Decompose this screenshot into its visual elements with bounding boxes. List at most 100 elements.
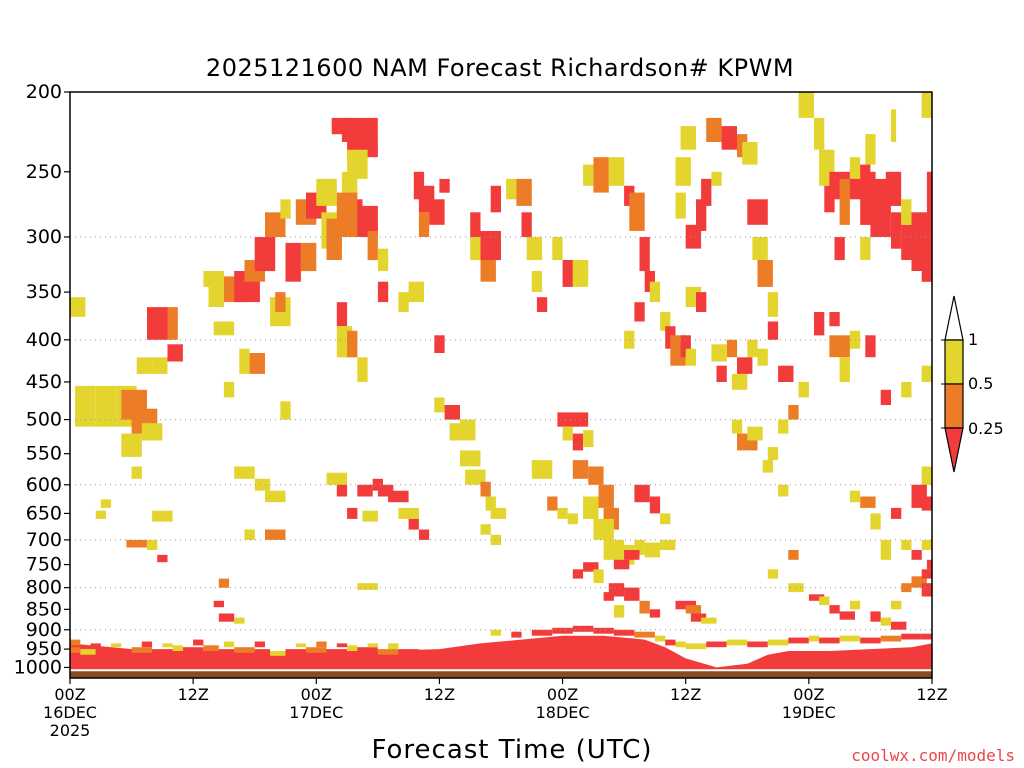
ri-cell [572, 433, 584, 451]
ri-cell [808, 594, 825, 601]
ri-cell [434, 397, 445, 413]
ri-cell [316, 178, 337, 206]
ri-cell [865, 335, 876, 358]
ri-cell [531, 629, 553, 636]
colorbar-bin-yellow [944, 339, 964, 385]
ri-cell [357, 647, 378, 653]
ri-cell [613, 605, 625, 618]
ri-cell [203, 271, 224, 287]
ri-cell [75, 385, 96, 427]
ri-cell [131, 466, 142, 479]
colorbar-label: 0.25 [968, 419, 1004, 438]
ri-cell [665, 639, 676, 646]
ri-cell [788, 583, 804, 593]
ri-cell [891, 507, 902, 519]
ri-cell [798, 381, 809, 398]
y-tick-label: 500 [26, 409, 62, 431]
ri-cell [634, 302, 645, 322]
ri-cell [654, 635, 666, 642]
x-axis-label: Forecast Time (UTC) [371, 735, 652, 765]
ri-cell [839, 178, 850, 225]
ri-cell [926, 171, 932, 225]
ri-cell [398, 507, 419, 519]
ri-cell [921, 466, 932, 485]
ri-cell [223, 381, 235, 398]
ri-cell [731, 373, 748, 390]
ri-cell [696, 292, 707, 312]
ri-cell [778, 419, 789, 434]
ri-cell [757, 348, 768, 366]
ri-cell [341, 117, 378, 142]
ri-cell [593, 518, 614, 540]
ri-cell [429, 199, 445, 225]
ri-cell [829, 335, 850, 358]
ri-cell [490, 185, 501, 213]
ri-cell [167, 307, 178, 340]
ri-cell [680, 126, 696, 150]
ri-cell [572, 460, 589, 479]
ri-cell [347, 330, 358, 358]
ri-cell [901, 199, 912, 225]
ri-cell [675, 600, 696, 610]
ri-cell [347, 645, 358, 651]
ri-cell [583, 430, 594, 448]
ri-cell [752, 237, 768, 261]
ri-cell [649, 609, 661, 618]
ri-cell [644, 542, 661, 558]
ri-cell [557, 412, 589, 427]
ri-cell [372, 478, 383, 491]
x-tick-label: 16DEC [43, 703, 97, 722]
x-tick-label: 12Z [670, 685, 701, 704]
ri-cell [829, 312, 840, 327]
ri-cell [244, 529, 255, 540]
ri-cell [218, 578, 230, 588]
ri-cell [891, 621, 907, 630]
ri-cell [870, 611, 881, 622]
ri-cell [208, 286, 224, 307]
ri-cell [234, 647, 255, 653]
ri-cell [737, 357, 753, 374]
ri-cell [588, 466, 604, 485]
ri-cell [767, 321, 779, 340]
ri-cell [326, 649, 347, 655]
ri-cell [716, 365, 727, 382]
ri-cell [336, 192, 358, 237]
ri-cell [747, 199, 768, 225]
ri-cell [685, 348, 696, 366]
ri-cell [849, 157, 861, 179]
ri-cell [624, 330, 635, 349]
ri-cell [480, 260, 496, 282]
ri-cell [911, 576, 927, 588]
ri-cell [819, 637, 840, 644]
ri-cell [218, 613, 235, 622]
ri-cell [660, 539, 676, 550]
ri-cell [762, 460, 773, 473]
ri-cell [141, 641, 153, 648]
ri-cell [767, 447, 779, 461]
ri-cell [634, 484, 650, 503]
ri-cell [583, 164, 594, 186]
x-tick-label: 2025 [50, 721, 91, 740]
ri-cell [921, 92, 932, 118]
ri-cell [634, 539, 645, 555]
ri-cell [675, 192, 686, 219]
ri-cell [572, 569, 584, 579]
ri-cell [265, 529, 286, 540]
ri-cell [516, 178, 532, 206]
ri-cell [490, 507, 507, 519]
ri-cell [634, 631, 655, 638]
ground-fill [70, 670, 932, 678]
ri-cell [798, 92, 814, 118]
ri-cell [460, 450, 481, 467]
ri-cell [660, 312, 671, 331]
y-tick-label: 450 [26, 371, 62, 393]
ri-cell [536, 297, 548, 312]
ri-cell [398, 292, 409, 312]
ri-cell [470, 212, 481, 237]
x-tick-label: 12Z [424, 685, 455, 704]
ri-cell [157, 554, 168, 563]
ri-cell [141, 423, 163, 441]
ri-cell [347, 507, 358, 519]
